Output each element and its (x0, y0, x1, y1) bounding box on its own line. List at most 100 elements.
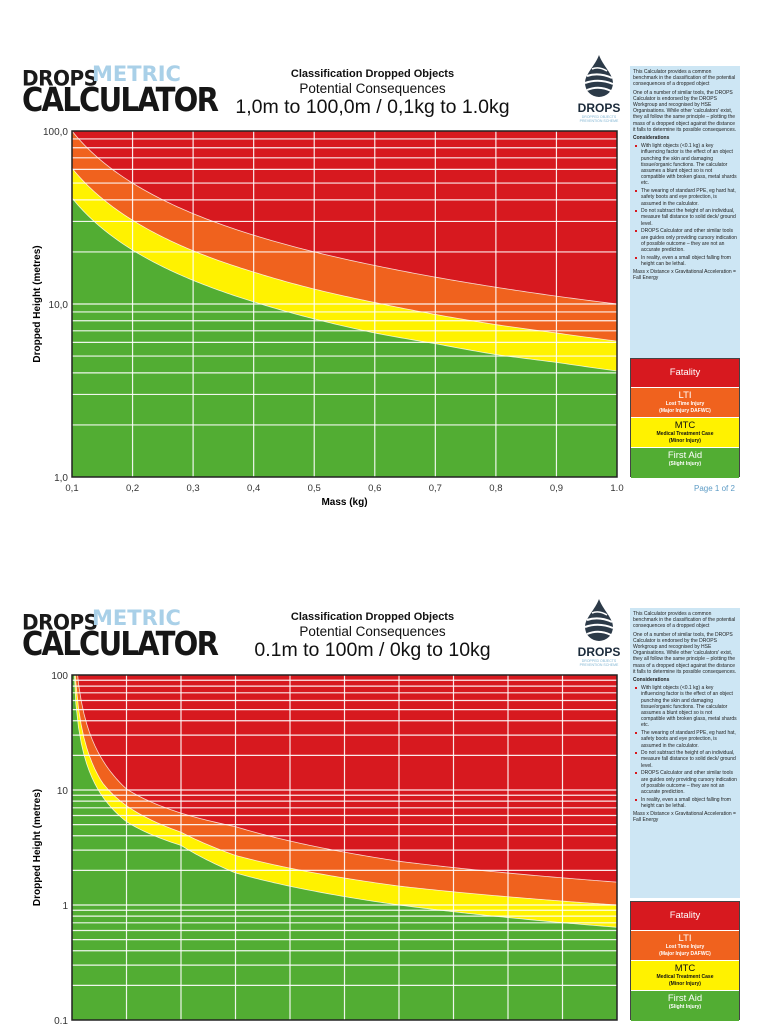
info-panel: This Calculator provides a common benchm… (630, 66, 740, 358)
drops-logo-sub1: DROPPED OBJECTS (581, 115, 617, 119)
x-tick-label: 0,5 (308, 483, 321, 494)
panel-considerations: Considerations (633, 677, 670, 684)
logo-metric-text: METRIC (92, 606, 181, 630)
list-item: The wearing of standard PPE, eg hard hat… (635, 188, 736, 207)
boundary-line-mtc (72, 197, 617, 372)
legend-sublabel: (Slight Injury) (668, 461, 702, 467)
list-item: With light objects (<0.1 kg) a key influ… (635, 143, 737, 187)
list-item: In reality, even a small object falling … (635, 255, 737, 267)
panel-considerations: Considerations (633, 135, 670, 142)
page-number: Page 1 of 2 (694, 484, 735, 493)
y-tick-label: 0.1 (54, 1016, 68, 1024)
page-title: Classification Dropped Objects Potential… (200, 68, 545, 118)
y-tick-label: 10,0 (49, 300, 69, 311)
x-tick-label: 0,1 (65, 483, 78, 494)
list-item: In reality, even a small object falling … (635, 797, 737, 809)
list-item: Do not subtract the height of an individ… (635, 208, 736, 227)
drops-logo-sub2: PREVENTION SCHEME (579, 663, 619, 667)
list-item: Do not subtract the height of an individ… (635, 750, 736, 769)
list-item: DROPS Calculator and other similar tools… (635, 228, 737, 253)
legend-label: LTI (678, 933, 692, 944)
legend-sublabel: (Minor Injury) (669, 980, 701, 987)
legend-label: First Aid (667, 993, 703, 1004)
drops-metric-calculator-logo: DROPS METRIC CALCULATOR (22, 606, 219, 668)
drops-logo-sub1: DROPPED OBJECTS (581, 659, 617, 663)
y-tick-label: 1,0 (54, 473, 68, 484)
plot-area (72, 131, 617, 477)
y-tick-label: 10 (57, 786, 69, 797)
legend-item-mtc: MTC Medical Treatment Case (Minor Injury) (631, 961, 739, 991)
legend-label: Fatality (669, 367, 701, 378)
page-1: DROPS METRIC CALCULATOR Classification D… (22, 54, 740, 508)
legend-sublabel: (Major Injury DAFWC) (659, 407, 711, 414)
x-tick-label: 0,6 (368, 483, 381, 494)
legend: Fatality LTI Lost Time Injury (Major Injury… (630, 358, 740, 478)
title-line-3: 0.1m to 100m / 0kg to 10kg (254, 639, 491, 661)
x-tick-label: 0,9 (550, 483, 563, 494)
list-item: DROPS Calculator and other similar tools… (635, 770, 737, 795)
legend-label: First Aid (667, 450, 703, 461)
boundary-line-fatality (77, 675, 617, 883)
legend-sublabel: (Minor Injury) (669, 437, 701, 444)
boundary-line-lti (72, 167, 617, 342)
panel-intro: This Calculator provides a common benchm… (633, 611, 736, 630)
considerations-list: With light objects (<0.1 kg) a key influ… (633, 685, 737, 809)
legend-sublabel: Lost Time Injury (665, 401, 705, 407)
panel-para: One of a number of similar tools, the DR… (633, 631, 737, 675)
y-axis-label: Dropped Height (metres) (32, 245, 43, 362)
legend-label: LTI (678, 390, 692, 401)
boundary-line-mtc (74, 675, 617, 928)
x-tick-label: 0,4 (247, 483, 260, 494)
legend-sublabel: Medical Treatment Case (656, 974, 714, 980)
chart-1: 100,0 10,0 1,00,1 0,2 0,3 0,4 0,5 0,6 0,7 0,8 0,9 1… (32, 127, 624, 508)
title-line-2: Potential Consequences (299, 81, 446, 96)
drops-metric-calculator-logo: DROPS METRIC CALCULATOR (22, 62, 219, 124)
boundary-line-lti (75, 675, 617, 906)
x-tick-label: 0,7 (429, 483, 442, 494)
band-mtc (74, 675, 617, 928)
y-tick-label: 100,0 (43, 127, 68, 138)
legend-sublabel: Lost Time Injury (665, 944, 705, 950)
legend-item-fatality: Fatality (631, 359, 739, 388)
list-item: The wearing of standard PPE, eg hard hat… (635, 730, 736, 749)
legend-label: MTC (674, 420, 696, 431)
band-lti (75, 675, 617, 905)
logo-drops-text: DROPS (22, 65, 98, 91)
logo-calculator-text: CALCULATOR (22, 80, 219, 119)
legend-item-mtc: MTC Medical Treatment Case (Minor Injury) (631, 418, 739, 448)
panel-formula: Mass x Distance x Gravitational Accelera… (633, 811, 736, 824)
title-line-1: Classification Dropped Objects (290, 68, 455, 80)
drop-icon (584, 599, 614, 641)
drop-icon (584, 55, 614, 97)
logo-metric-text: METRIC (92, 62, 181, 86)
plot-area (72, 675, 617, 1020)
title-line-1: Classification Dropped Objects (290, 611, 455, 623)
legend-item-lti: LTI Lost Time Injury (Major Injury DAFWC) (631, 388, 739, 418)
band-fatality (77, 675, 617, 883)
legend-sublabel: (Major Injury DAFWC) (659, 950, 711, 957)
drops-logo: DROPS DROPPED OBJECTS PREVENTION SCHEME (572, 54, 626, 123)
x-tick-label: 0,8 (489, 483, 502, 494)
title-line-2: Potential Consequences (299, 624, 446, 639)
drops-logo-name: DROPS (577, 645, 621, 659)
legend-item-first-aid: First Aid (Slight Injury) (631, 991, 739, 1021)
legend-sublabel: (Slight Injury) (668, 1004, 702, 1010)
y-axis-label: Dropped Height (metres) (32, 789, 43, 906)
legend-item-first-aid: First Aid (Slight Injury) (631, 448, 739, 478)
plot-border (71, 674, 618, 1021)
legend-sublabel: Medical Treatment Case (656, 431, 714, 437)
x-axis-label: Mass (kg) (321, 497, 367, 508)
drops-logo-sub2: PREVENTION SCHEME (579, 119, 619, 123)
legend-label: Fatality (669, 910, 701, 921)
plot-border (71, 130, 618, 478)
x-tick-label: 1.0 (610, 483, 623, 494)
x-tick-label: 0,3 (187, 483, 200, 494)
chart-2: 100 10 1 0.1 Dropped Height (metres) (32, 671, 618, 1024)
band-fatality (72, 131, 617, 304)
legend-item-lti: LTI Lost Time Injury (Major Injury DAFWC) (631, 931, 739, 961)
logo-calculator-text: CALCULATOR (22, 624, 219, 663)
x-tick-label: 0,2 (126, 483, 139, 494)
panel-para: One of a number of similar tools, the DR… (633, 89, 737, 133)
title-line-3: 1,0m to 100,0m / 0,1kg to 1.0kg (235, 96, 510, 118)
page-title: Classification Dropped Objects Potential… (200, 611, 545, 661)
